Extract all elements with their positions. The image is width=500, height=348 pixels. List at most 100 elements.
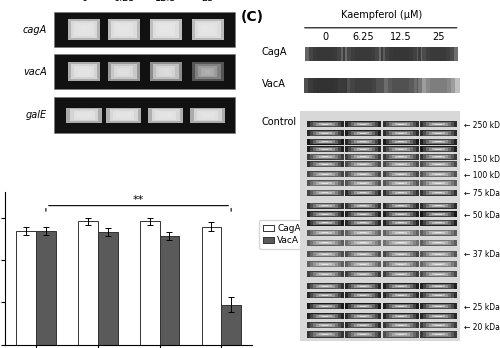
Bar: [320, 182, 332, 184]
Bar: [345, 220, 382, 226]
Bar: [430, 163, 448, 166]
Bar: [388, 172, 413, 176]
Bar: [357, 285, 369, 287]
Bar: [156, 23, 176, 36]
Bar: [348, 154, 378, 159]
Bar: [357, 163, 369, 165]
Bar: [388, 147, 413, 151]
Bar: [357, 132, 369, 134]
Bar: [320, 141, 332, 143]
Bar: [398, 174, 404, 175]
Bar: [382, 251, 419, 257]
Bar: [320, 191, 332, 193]
Bar: [348, 303, 378, 309]
Bar: [360, 214, 366, 215]
Bar: [392, 324, 410, 327]
Bar: [351, 221, 376, 224]
Bar: [357, 156, 369, 158]
Bar: [388, 155, 413, 159]
Bar: [426, 252, 450, 256]
Bar: [314, 47, 338, 61]
Bar: [322, 294, 328, 295]
Bar: [426, 304, 450, 308]
Bar: [316, 122, 334, 126]
Bar: [386, 314, 416, 319]
Bar: [120, 27, 127, 32]
Bar: [120, 114, 127, 117]
Bar: [345, 240, 382, 246]
Bar: [426, 190, 450, 195]
Bar: [357, 232, 369, 234]
Bar: [394, 123, 407, 125]
Bar: [345, 161, 382, 167]
Bar: [432, 285, 444, 287]
Bar: [357, 242, 369, 244]
Bar: [386, 139, 416, 144]
Bar: [322, 192, 328, 193]
Bar: [424, 332, 454, 337]
Bar: [310, 252, 340, 257]
Bar: [314, 332, 338, 337]
Bar: [316, 304, 334, 308]
Bar: [436, 124, 442, 125]
Bar: [388, 304, 413, 308]
Bar: [394, 156, 407, 158]
Bar: [388, 314, 413, 318]
Bar: [392, 263, 410, 266]
Bar: [424, 131, 454, 136]
Bar: [357, 213, 369, 215]
Bar: [306, 47, 346, 61]
Bar: [355, 47, 371, 61]
Bar: [382, 322, 419, 328]
Bar: [398, 124, 404, 125]
Bar: [310, 262, 340, 267]
Bar: [78, 68, 90, 76]
Bar: [342, 78, 384, 93]
Bar: [420, 220, 457, 226]
Bar: [16, 231, 36, 345]
Bar: [320, 156, 332, 158]
Bar: [113, 111, 134, 120]
Bar: [345, 271, 382, 277]
Bar: [424, 252, 454, 257]
Bar: [436, 164, 442, 165]
Bar: [398, 306, 404, 307]
Bar: [426, 132, 450, 135]
Bar: [314, 272, 338, 276]
Bar: [354, 155, 372, 158]
Bar: [345, 121, 382, 127]
Bar: [307, 292, 344, 298]
Bar: [424, 293, 454, 298]
Bar: [426, 140, 450, 144]
Bar: [322, 183, 328, 184]
Bar: [307, 190, 344, 196]
Bar: [426, 155, 450, 159]
Bar: [322, 232, 328, 233]
Bar: [316, 273, 334, 276]
Bar: [436, 149, 442, 150]
Bar: [162, 27, 169, 32]
Bar: [160, 68, 172, 76]
Bar: [354, 231, 372, 234]
Bar: [322, 149, 328, 150]
Bar: [74, 23, 94, 36]
Bar: [420, 139, 457, 145]
Bar: [420, 154, 457, 160]
Bar: [430, 148, 448, 151]
Bar: [307, 171, 344, 177]
Bar: [351, 140, 376, 144]
Bar: [156, 66, 176, 77]
Bar: [398, 164, 404, 165]
Bar: [140, 221, 160, 345]
Bar: [307, 271, 344, 277]
Bar: [388, 221, 413, 224]
Bar: [110, 109, 138, 121]
Bar: [424, 314, 454, 319]
Bar: [381, 47, 421, 61]
Bar: [392, 204, 410, 207]
Bar: [354, 304, 372, 308]
Bar: [77, 112, 91, 118]
Bar: [304, 78, 346, 93]
Bar: [316, 263, 334, 266]
Bar: [382, 271, 419, 277]
